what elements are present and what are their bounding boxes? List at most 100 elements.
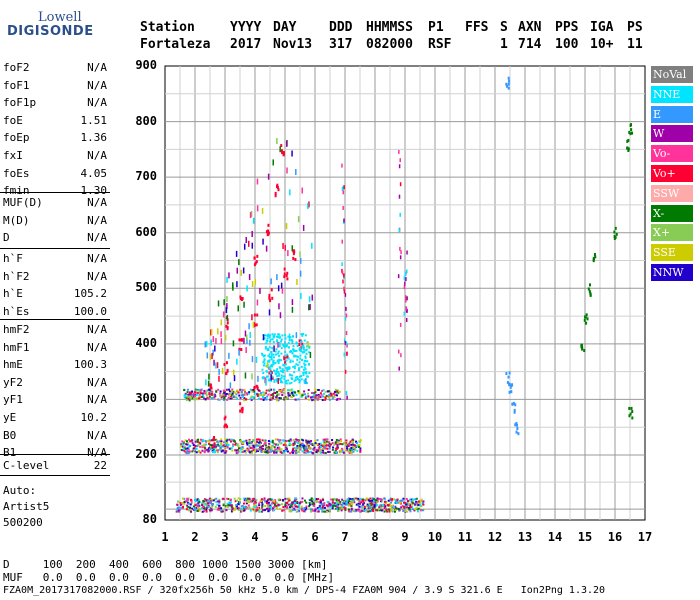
echo-point [376, 504, 379, 507]
echo-streak [244, 372, 247, 379]
echo-point [336, 446, 339, 449]
echo-point [196, 389, 199, 392]
echo-point [217, 449, 220, 452]
echo-point [196, 509, 199, 512]
echo-point [264, 392, 267, 395]
echo-streak [210, 339, 213, 346]
echo-point [284, 440, 287, 443]
echo-point [355, 440, 358, 443]
echo-point [275, 396, 278, 399]
echo-point [277, 447, 280, 450]
echo-point [192, 392, 195, 395]
echo-point [267, 393, 270, 396]
echo-point [237, 391, 240, 394]
echo-point [271, 376, 274, 380]
echo-point [344, 509, 347, 512]
echo-point [356, 444, 359, 447]
echo-point [191, 393, 194, 396]
echo-point [205, 508, 208, 511]
echo-point [291, 395, 294, 398]
echo-point [283, 388, 286, 391]
echo-point [266, 334, 269, 337]
echo-point [324, 398, 327, 401]
echo-point [268, 334, 271, 337]
echo-point [229, 397, 232, 400]
echo-point [231, 507, 234, 510]
echo-point [348, 448, 351, 451]
echo-point [181, 502, 184, 505]
echo-point [187, 397, 190, 400]
echo-point [269, 448, 272, 451]
echo-streak [279, 146, 281, 153]
echo-point [200, 389, 203, 392]
echo-point [333, 497, 336, 500]
echo-point [287, 392, 290, 395]
echo-point [249, 388, 252, 391]
echo-point [254, 501, 257, 504]
echo-point [213, 442, 216, 446]
echo-point [347, 510, 350, 513]
echo-streak [345, 331, 348, 336]
echo-point [244, 507, 247, 510]
echo-point [230, 505, 233, 508]
echo-point [299, 354, 302, 357]
echo-point [219, 448, 222, 451]
echo-point [282, 451, 285, 454]
echo-point [212, 438, 215, 442]
echo-point [410, 503, 413, 506]
param-g3-0: h`F N/A [3, 252, 107, 268]
echo-point [268, 346, 271, 349]
echo-point [506, 380, 509, 384]
echo-point [177, 506, 180, 509]
echo-point [234, 508, 237, 511]
echo-point [351, 438, 354, 441]
echo-point [365, 505, 368, 508]
echo-point [217, 441, 220, 444]
echo-point [261, 354, 264, 357]
echo-point [188, 391, 191, 394]
echo-point [383, 510, 386, 513]
echo-point [182, 448, 185, 451]
echo-point [291, 394, 294, 397]
echo-point [408, 506, 411, 509]
echo-point [289, 359, 292, 362]
echo-point [277, 362, 280, 365]
echo-point [301, 443, 304, 446]
echo-point [265, 500, 268, 503]
echo-point [278, 446, 281, 449]
echo-point [264, 441, 267, 444]
echo-point [283, 396, 286, 399]
echo-streak [226, 303, 228, 310]
y-tick-label: 400 [135, 335, 157, 350]
echo-point [300, 333, 303, 336]
echo-streak [397, 274, 400, 279]
echo-point [629, 123, 632, 127]
echo-point [344, 500, 347, 503]
echo-point [183, 445, 186, 448]
echo-point [274, 361, 277, 364]
echo-point [213, 447, 216, 450]
echo-point [213, 498, 216, 501]
echo-point [302, 439, 305, 442]
echo-streak [246, 334, 248, 341]
echo-point [308, 446, 311, 449]
echo-point [195, 509, 198, 512]
echo-point [379, 504, 382, 507]
echo-point [255, 438, 258, 441]
echo-point [352, 500, 355, 503]
echo-point [284, 337, 287, 340]
echo-point [238, 501, 241, 504]
echo-point [190, 500, 193, 503]
echo-point [263, 359, 266, 362]
echo-point [330, 393, 333, 396]
echo-point [190, 392, 193, 395]
echo-point [337, 500, 340, 503]
echo-point [303, 447, 306, 450]
echo-point [285, 359, 288, 362]
echo-point [259, 392, 262, 395]
echo-point [268, 296, 271, 300]
echo-point [187, 505, 190, 508]
echo-streak [214, 345, 216, 352]
echo-point [340, 449, 343, 452]
echo-streak [217, 328, 219, 335]
